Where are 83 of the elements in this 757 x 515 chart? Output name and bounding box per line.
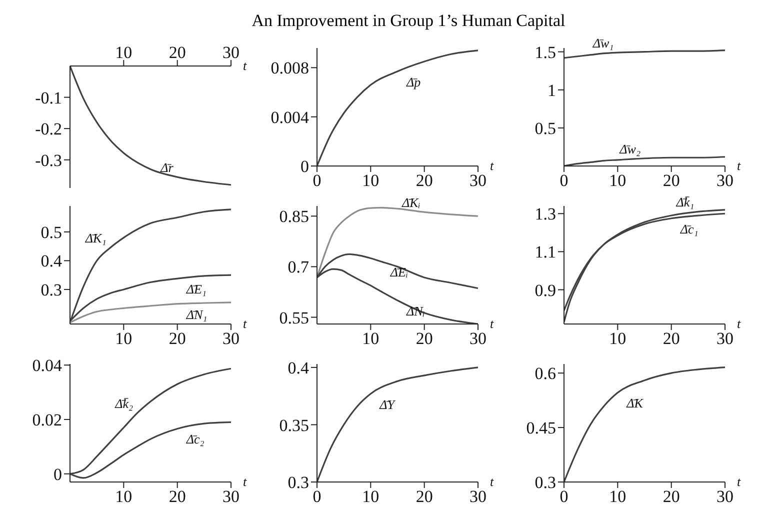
x-tick-label: 30 [470, 329, 486, 348]
annotation: Δ̄E₁ [185, 282, 206, 297]
annotation: Δ̄c₁ [679, 221, 698, 236]
x-tick-label: 20 [662, 329, 680, 348]
y-tick-label: 0.004 [270, 108, 310, 127]
y-tick-label: 1 [548, 80, 556, 100]
y-tick-label: 0.35 [279, 416, 309, 435]
annotation: Δ̄k̄₂ [114, 396, 134, 412]
y-tick-label: 0.3 [534, 473, 556, 492]
annotation: Δ̄K₁ [84, 230, 106, 246]
x-tick-label: 0 [312, 171, 322, 190]
y-tick-label: 0.85 [279, 207, 309, 226]
x-tick-label: 30 [222, 43, 240, 62]
x-axis-title: t [737, 158, 741, 173]
y-tick-label: 0.6 [534, 364, 556, 384]
y-tick-label: 0.008 [270, 58, 309, 78]
x-tick-label: 20 [662, 487, 680, 506]
y-tick-label: 0 [300, 157, 309, 176]
x-tick-label: 10 [115, 329, 132, 348]
x-tick-label: 0 [560, 487, 568, 506]
y-tick-label: 0.04 [32, 356, 62, 376]
y-tick-label: 0.5 [40, 222, 62, 242]
annotation: Δ̄K [626, 396, 644, 411]
y-tick-label: 0.4 [40, 252, 62, 271]
y-tick-label: -0.1 [35, 88, 62, 108]
annotation: Δ̄k̄₁ [675, 194, 694, 210]
x-tick-label: 10 [609, 487, 626, 506]
y-tick-label: -0.3 [35, 150, 62, 170]
x-tick-label: 20 [416, 487, 433, 506]
y-tick-label: 0.45 [526, 418, 556, 438]
annotation: Δ̄N₁ [185, 306, 208, 322]
x-axis-title: t [490, 474, 494, 489]
annotation: Δ̄w₁ [592, 36, 614, 51]
x-tick-label: 10 [362, 487, 380, 506]
x-tick-label: 20 [168, 487, 186, 506]
y-tick-label: 0.3 [40, 280, 62, 300]
y-tick-label: 0.5 [534, 118, 556, 138]
x-tick-label: 10 [362, 329, 380, 348]
x-axis-title: t [490, 158, 494, 173]
x-tick-label: 20 [416, 171, 433, 190]
x-tick-label: 20 [168, 329, 186, 348]
x-axis-title: t [243, 474, 247, 489]
y-tick-label: 1.1 [534, 242, 556, 262]
x-axis-title: t [243, 58, 247, 73]
x-tick-label: 10 [362, 171, 380, 190]
x-tick-label: 20 [168, 43, 186, 62]
annotation: Δ̄c₂ [185, 432, 205, 447]
x-axis-title: t [243, 316, 247, 331]
x-tick-label: 10 [115, 487, 132, 506]
annotation: Δ̄w₂ [618, 141, 641, 156]
x-tick-label: 10 [115, 43, 132, 62]
x-tick-label: 30 [222, 329, 240, 348]
x-tick-label: 30 [470, 171, 486, 190]
x-tick-label: 30 [470, 487, 486, 506]
x-axis-title: t [737, 474, 741, 489]
x-tick-label: 30 [716, 487, 734, 506]
y-tick-label: 0.4 [288, 358, 310, 378]
annotation: Δ̄Eᵢ [389, 264, 408, 280]
y-tick-label: 1.3 [534, 204, 556, 224]
y-tick-label: 0.9 [534, 280, 556, 300]
x-tick-label: 10 [609, 171, 626, 190]
x-tick-label: 20 [662, 171, 680, 190]
y-tick-label: 0.3 [288, 473, 309, 492]
x-axis-title: t [490, 316, 494, 331]
annotation: Δ̄r [160, 160, 174, 176]
x-tick-label: 0 [560, 171, 568, 190]
y-tick-label: 0.02 [32, 410, 62, 430]
annotation: Δ̄Kᵢ [400, 195, 420, 210]
chart-title: An Improvement in Group 1’s Human Capital [252, 11, 566, 30]
y-tick-label: 0.55 [279, 308, 309, 328]
x-tick-label: 30 [716, 171, 734, 190]
x-tick-label: 30 [222, 487, 240, 506]
x-tick-label: 10 [609, 329, 626, 348]
x-tick-label: 0 [312, 487, 322, 506]
x-tick-label: 20 [416, 329, 433, 348]
x-tick-label: 30 [716, 329, 734, 348]
annotation: Δ̄Y [378, 396, 396, 412]
annotation: Δ̄p [406, 74, 422, 90]
x-axis-title: t [737, 316, 741, 331]
y-tick-label: 0 [54, 464, 62, 484]
y-tick-label: 0.7 [288, 258, 310, 277]
y-tick-label: -0.2 [35, 120, 62, 139]
y-tick-label: 1.5 [534, 42, 556, 62]
